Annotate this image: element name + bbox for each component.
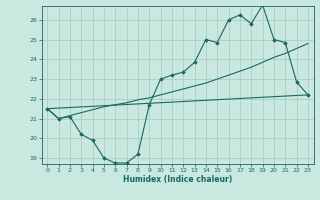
X-axis label: Humidex (Indice chaleur): Humidex (Indice chaleur)	[123, 175, 232, 184]
